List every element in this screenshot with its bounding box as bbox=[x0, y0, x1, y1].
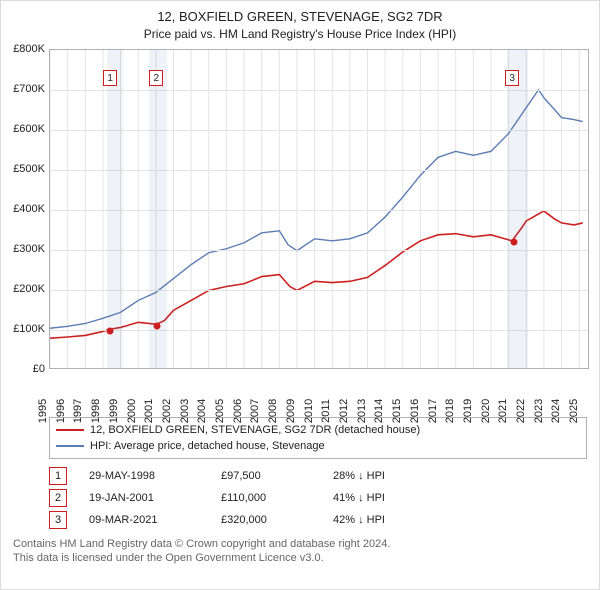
x-tick-label: 2009 bbox=[285, 399, 297, 423]
y-tick-label: £700K bbox=[13, 83, 45, 95]
x-axis: 1995199619971998199920002001200220032004… bbox=[49, 371, 589, 411]
sale-hpi-diff: 41% ↓ HPI bbox=[333, 492, 385, 504]
x-tick-label: 2002 bbox=[161, 399, 173, 423]
x-tick-label: 2021 bbox=[497, 399, 509, 423]
legend-label: HPI: Average price, detached house, Stev… bbox=[90, 438, 325, 454]
x-tick-label: 2019 bbox=[462, 399, 474, 423]
sale-hpi-diff: 28% ↓ HPI bbox=[333, 470, 385, 482]
x-tick-label: 2020 bbox=[480, 399, 492, 423]
x-tick-label: 2025 bbox=[568, 399, 580, 423]
legend-item: 12, BOXFIELD GREEN, STEVENAGE, SG2 7DR (… bbox=[56, 422, 580, 438]
series-price-paid bbox=[50, 211, 583, 338]
x-tick-label: 2024 bbox=[550, 399, 562, 423]
legend-item: HPI: Average price, detached house, Stev… bbox=[56, 438, 580, 454]
x-tick-label: 1996 bbox=[55, 399, 67, 423]
x-tick-label: 2008 bbox=[267, 399, 279, 423]
sale-date: 09-MAR-2021 bbox=[89, 514, 199, 526]
shaded-band bbox=[149, 50, 167, 368]
x-tick-label: 1997 bbox=[72, 399, 84, 423]
chart-header: 12, BOXFIELD GREEN, STEVENAGE, SG2 7DR P… bbox=[1, 1, 599, 45]
sale-marker-dot bbox=[154, 323, 161, 330]
marker-box: 2 bbox=[149, 70, 163, 86]
shaded-band bbox=[107, 50, 123, 368]
x-tick-label: 1998 bbox=[90, 399, 102, 423]
x-tick-label: 2011 bbox=[320, 399, 332, 423]
sale-row: 1 29-MAY-1998 £97,500 28% ↓ HPI bbox=[49, 467, 587, 485]
x-tick-label: 2004 bbox=[196, 399, 208, 423]
sale-price: £97,500 bbox=[221, 470, 311, 482]
legend-label: 12, BOXFIELD GREEN, STEVENAGE, SG2 7DR (… bbox=[90, 422, 420, 438]
sale-badge: 1 bbox=[49, 467, 67, 485]
x-tick-label: 2014 bbox=[373, 399, 385, 423]
footnote-line: Contains HM Land Registry data © Crown c… bbox=[13, 537, 587, 551]
sale-date: 29-MAY-1998 bbox=[89, 470, 199, 482]
x-tick-label: 2013 bbox=[356, 399, 368, 423]
x-tick-label: 1999 bbox=[108, 399, 120, 423]
y-tick-label: £500K bbox=[13, 163, 45, 175]
chart-legend: 12, BOXFIELD GREEN, STEVENAGE, SG2 7DR (… bbox=[49, 417, 587, 459]
sale-row: 2 19-JAN-2001 £110,000 41% ↓ HPI bbox=[49, 489, 587, 507]
sale-badge: 3 bbox=[49, 511, 67, 529]
x-tick-label: 2016 bbox=[409, 399, 421, 423]
sale-date: 19-JAN-2001 bbox=[89, 492, 199, 504]
x-tick-label: 2000 bbox=[126, 399, 138, 423]
y-axis: £0£100K£200K£300K£400K£500K£600K£700K£80… bbox=[5, 49, 49, 369]
x-tick-label: 2017 bbox=[427, 399, 439, 423]
x-tick-label: 2007 bbox=[249, 399, 261, 423]
sale-price: £110,000 bbox=[221, 492, 311, 504]
chart-title: 12, BOXFIELD GREEN, STEVENAGE, SG2 7DR bbox=[5, 9, 595, 24]
chart-subtitle: Price paid vs. HM Land Registry's House … bbox=[5, 27, 595, 41]
x-tick-label: 2003 bbox=[179, 399, 191, 423]
shaded-band bbox=[507, 50, 528, 368]
y-tick-label: £200K bbox=[13, 283, 45, 295]
sale-row: 3 09-MAR-2021 £320,000 42% ↓ HPI bbox=[49, 511, 587, 529]
footnote-line: This data is licensed under the Open Gov… bbox=[13, 551, 587, 565]
y-tick-label: £400K bbox=[13, 203, 45, 215]
x-tick-label: 2023 bbox=[533, 399, 545, 423]
y-tick-label: £800K bbox=[13, 43, 45, 55]
footnote: Contains HM Land Registry data © Crown c… bbox=[13, 537, 587, 565]
x-tick-label: 2010 bbox=[303, 399, 315, 423]
x-tick-label: 2015 bbox=[391, 399, 403, 423]
x-tick-label: 2012 bbox=[338, 399, 350, 423]
x-tick-label: 2001 bbox=[143, 399, 155, 423]
sale-badge: 2 bbox=[49, 489, 67, 507]
x-tick-label: 2018 bbox=[444, 399, 456, 423]
sale-hpi-diff: 42% ↓ HPI bbox=[333, 514, 385, 526]
sale-price: £320,000 bbox=[221, 514, 311, 526]
x-tick-label: 2022 bbox=[515, 399, 527, 423]
y-tick-label: £600K bbox=[13, 123, 45, 135]
x-tick-label: 2005 bbox=[214, 399, 226, 423]
x-tick-label: 2006 bbox=[232, 399, 244, 423]
legend-swatch bbox=[56, 429, 84, 431]
legend-swatch bbox=[56, 445, 84, 447]
sale-marker-dot bbox=[510, 239, 517, 246]
series-hpi bbox=[50, 90, 583, 329]
marker-box: 3 bbox=[505, 70, 519, 86]
marker-box: 1 bbox=[103, 70, 117, 86]
y-tick-label: £100K bbox=[13, 323, 45, 335]
chart-area: 1 2 3 bbox=[49, 49, 589, 369]
x-tick-label: 1995 bbox=[37, 399, 49, 423]
y-tick-label: £300K bbox=[13, 243, 45, 255]
sale-marker-dot bbox=[107, 328, 114, 335]
page-root: 12, BOXFIELD GREEN, STEVENAGE, SG2 7DR P… bbox=[0, 0, 600, 590]
y-tick-label: £0 bbox=[33, 363, 45, 375]
sale-table: 1 29-MAY-1998 £97,500 28% ↓ HPI 2 19-JAN-2001… bbox=[49, 467, 587, 529]
